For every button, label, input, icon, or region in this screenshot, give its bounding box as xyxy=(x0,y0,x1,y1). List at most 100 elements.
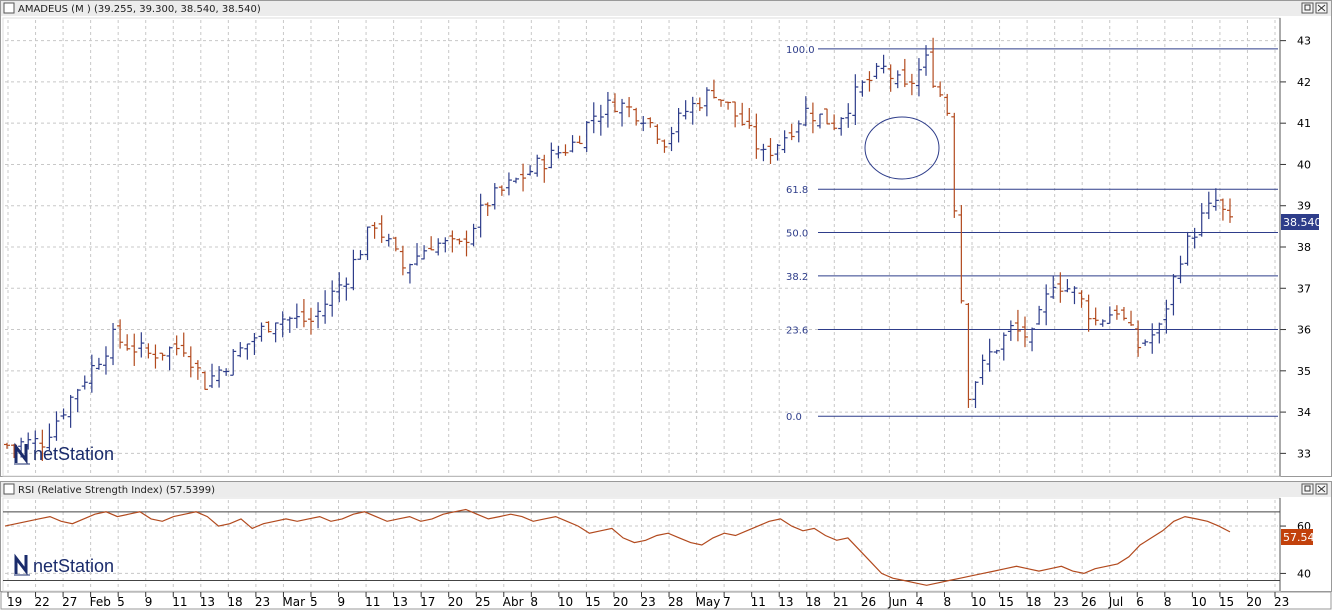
x-tick-label: 18 xyxy=(1026,595,1041,609)
ohlc-bar xyxy=(336,272,343,303)
ohlc-bar xyxy=(816,113,823,129)
ohlc-bar xyxy=(944,93,951,116)
ohlc-bar xyxy=(138,332,145,358)
ohlc-bar xyxy=(117,319,124,349)
ohlc-bar xyxy=(1170,274,1177,316)
price-close-button[interactable] xyxy=(1315,2,1328,14)
ohlc-bar xyxy=(1184,231,1191,266)
x-tick-label: 17 xyxy=(420,595,435,609)
ohlc-bar xyxy=(166,346,173,371)
x-tick-label: May xyxy=(696,595,721,609)
ohlc-bar xyxy=(293,303,300,329)
x-tick-label: 11 xyxy=(365,595,380,609)
x-tick-label: 23 xyxy=(255,595,270,609)
price-maximize-button[interactable] xyxy=(1301,2,1314,14)
logo-text-price: netStation xyxy=(33,444,114,464)
ohlc-bar xyxy=(124,334,131,351)
x-tick-label: 11 xyxy=(172,595,187,609)
price-tick-label: 34 xyxy=(1297,406,1311,419)
ohlc-bar xyxy=(1007,320,1014,341)
ohlc-bar xyxy=(512,177,519,184)
ohlc-bar xyxy=(329,280,336,317)
ohlc-bar xyxy=(894,70,901,89)
ohlc-bar xyxy=(923,45,930,76)
ohlc-bar xyxy=(590,102,597,134)
price-tick-label: 35 xyxy=(1297,365,1311,378)
ohlc-bar xyxy=(668,126,675,152)
ohlc-bar xyxy=(187,346,194,378)
ohlc-bar xyxy=(32,430,39,451)
ohlc-bar xyxy=(399,245,406,276)
price-last-value: 38.540 xyxy=(1283,216,1322,229)
ohlc-bar xyxy=(887,64,894,92)
ohlc-bar xyxy=(1177,255,1184,284)
ohlc-bar xyxy=(760,143,767,162)
x-tick-label: 9 xyxy=(338,595,346,609)
ohlc-bar xyxy=(1113,305,1120,320)
rsi-panel-icon[interactable] xyxy=(3,483,15,495)
x-tick-label: 28 xyxy=(668,595,683,609)
ohlc-bar xyxy=(1036,305,1043,325)
ohlc-bar xyxy=(322,290,329,324)
ohlc-bar xyxy=(102,346,109,375)
ohlc-bar xyxy=(611,93,618,113)
logo-text-rsi: netStation xyxy=(33,556,114,576)
x-tick-label: 26 xyxy=(861,595,876,609)
x-tick-label: 20 xyxy=(448,595,463,609)
rsi-title-bar xyxy=(1,482,1331,497)
ohlc-bar xyxy=(237,342,244,358)
x-tick-label: 19 xyxy=(7,595,22,609)
ohlc-bar xyxy=(498,185,505,196)
ohlc-bar xyxy=(428,236,435,251)
ohlc-bar xyxy=(406,263,413,284)
ohlc-bar xyxy=(173,335,180,356)
ohlc-bar xyxy=(152,344,159,369)
rsi-line xyxy=(4,508,1231,586)
ohlc-bar xyxy=(838,117,845,136)
ohlc-bar xyxy=(209,363,216,389)
ohlc-bar xyxy=(378,215,385,243)
x-tick-label: Mar xyxy=(282,595,305,609)
ohlc-bar xyxy=(915,58,922,97)
x-tick-label: 26 xyxy=(1081,595,1096,609)
ohlc-bar xyxy=(110,323,117,366)
ohlc-bar xyxy=(251,332,258,355)
ohlc-bar xyxy=(505,172,512,196)
ohlc-bar xyxy=(930,37,937,88)
ohlc-bar xyxy=(534,154,541,177)
price-tick-label: 42 xyxy=(1297,76,1311,89)
fibonacci-levels: 100.0 61.8 50.0 38.2 23.6 0.0 xyxy=(786,45,1278,423)
ohlc-bar xyxy=(230,349,237,376)
ohlc-bar xyxy=(548,142,555,169)
x-tick-label: 5 xyxy=(310,595,318,609)
ohlc-bar xyxy=(53,411,60,441)
x-tick-label: 10 xyxy=(971,595,986,609)
price-last-value-tag: 38.540 xyxy=(1281,214,1322,230)
ohlc-bar xyxy=(845,103,852,128)
fib-label: 38.2 xyxy=(786,272,808,283)
ohlc-bar xyxy=(371,222,378,239)
rsi-close-button[interactable] xyxy=(1315,483,1328,495)
ohlc-bar xyxy=(640,115,647,132)
ohlc-bar xyxy=(739,102,746,126)
ohlc-bar xyxy=(392,236,399,252)
ohlc-bar xyxy=(732,101,739,128)
ohlc-bar xyxy=(194,360,201,380)
x-tick-label: 18 xyxy=(806,595,821,609)
ohlc-bar xyxy=(1156,322,1163,344)
x-tick-label: 7 xyxy=(723,595,731,609)
ohlc-bar xyxy=(350,249,357,291)
rsi-maximize-button[interactable] xyxy=(1301,483,1314,495)
ohlc-bar xyxy=(442,237,449,253)
ohlc-bar xyxy=(541,154,548,183)
x-tick-label: 4 xyxy=(916,595,924,609)
ohlc-bar xyxy=(597,104,604,136)
ohlc-bar xyxy=(774,143,781,161)
ohlc-bar xyxy=(1071,286,1078,305)
ohlc-bar xyxy=(1205,191,1212,220)
price-panel-icon[interactable] xyxy=(3,2,15,14)
x-tick-label: 13 xyxy=(200,595,215,609)
ohlc-bar xyxy=(364,226,371,261)
ohlc-bar xyxy=(576,135,583,145)
x-tick-label: 8 xyxy=(1164,595,1172,609)
